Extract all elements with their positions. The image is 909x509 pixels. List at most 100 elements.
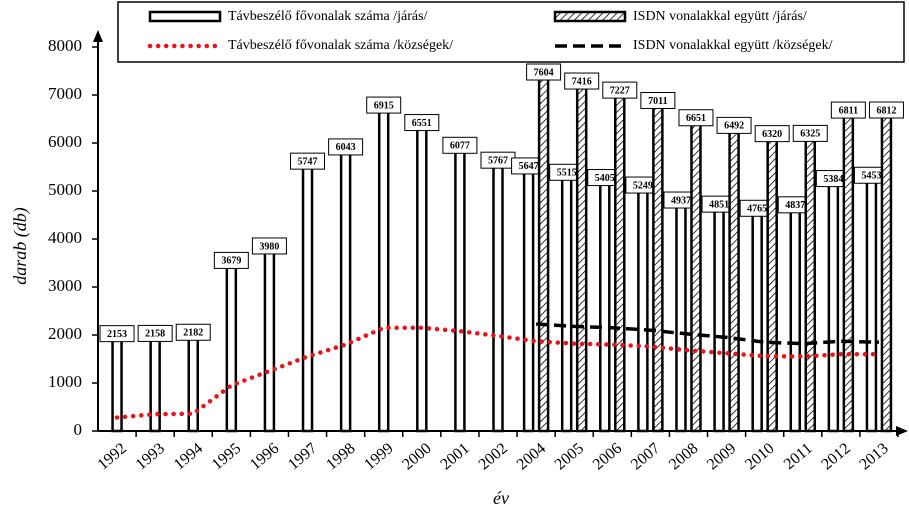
data-label: 5384 [823,174,843,185]
label-box [716,116,752,134]
label-box [404,114,440,132]
label-box [290,152,326,170]
line-series [114,325,882,420]
x-tick-label: 1997 [285,440,320,474]
bar [789,197,802,433]
bar [301,153,314,433]
x-tick-label: 2008 [666,440,701,474]
label-box [137,324,173,342]
y-tick-label: 8000 [48,36,82,55]
data-label: 6915 [374,100,394,111]
label-box [251,237,287,255]
legend-swatch [148,10,222,23]
x-tick-label: 2007 [628,440,663,474]
data-label: 7227 [610,85,630,96]
bar [713,196,725,433]
legend-label: Távbeszélő fővonalak száma /községek/ [228,38,453,53]
bar [675,192,687,433]
data-label: 7416 [572,76,592,87]
data-label: 7604 [534,67,554,78]
data-label: 3980 [259,241,279,252]
x-tick-label: 2013 [856,440,891,474]
bar [225,253,238,433]
label-box [366,96,402,114]
data-label: 2182 [183,328,203,339]
bar [575,73,588,433]
x-tick-label: 1995 [209,440,244,474]
data-label: 6320 [762,129,782,140]
data-label: 5515 [557,168,577,179]
data-label: 4837 [785,200,805,211]
y-tick-label: 1000 [48,372,82,391]
data-label: 6811 [839,105,858,116]
label-box [830,101,866,119]
bar [614,82,626,433]
label-box [99,325,135,343]
x-tick-label: 1994 [171,440,206,474]
y-axis-arrow [93,30,103,42]
data-label: 6077 [450,141,470,152]
bar [766,126,778,433]
bar [637,177,649,433]
y-tick-label: 2000 [48,324,82,343]
x-tick-label: 2009 [704,440,739,474]
data-label: 4851 [709,199,729,210]
label-box [754,125,790,143]
x-tick-label: 2002 [475,440,510,474]
label-box [678,109,714,127]
line-series [535,322,879,346]
legend-label: Távbeszélő fővonalak száma /járás/ [228,9,428,24]
bar [865,168,878,433]
x-tick-label: 1999 [361,440,396,474]
label-box [792,124,828,142]
x-tick-label: 1993 [133,440,168,474]
bar [263,238,276,433]
bar [599,170,611,433]
y-tick-label: 4000 [48,228,82,247]
legend-box [117,1,905,63]
y-tick-label: 5000 [48,180,82,199]
label-box [868,101,904,119]
data-label: 6492 [724,121,744,132]
x-tick-label: 2004 [514,440,549,474]
data-label: 2153 [107,329,127,340]
data-label: 4937 [671,195,691,206]
data-label: 6651 [686,113,706,124]
x-tick-label: 2010 [742,440,777,474]
x-tick-label: 2000 [399,440,434,474]
legend-swatch [553,10,627,23]
x-tick-label: 1996 [247,440,282,474]
label-box [442,136,478,154]
x-tick-label: 1998 [323,440,358,474]
bar [751,201,763,433]
x-tick-label: 2006 [590,440,625,474]
bar [804,126,817,433]
bar [842,102,855,433]
data-label: 6325 [800,129,820,140]
x-axis-label: év [493,488,509,508]
y-tick-label: 3000 [48,276,82,295]
bar [728,118,740,433]
data-label: 3679 [221,256,241,267]
y-tick-label: 6000 [48,132,82,151]
bar [652,93,664,433]
data-label: 5767 [488,155,508,166]
bar [454,138,466,433]
label-box [602,81,638,99]
bar [492,152,504,433]
bar [416,115,428,433]
label-box [175,323,211,341]
data-label: 6043 [336,142,356,153]
label-box [640,91,676,109]
data-label: 4765 [747,204,767,215]
y-tick-label: 7000 [48,84,82,103]
data-label: 5647 [519,161,539,172]
x-axis-arrow [896,426,908,436]
data-label: 7011 [648,96,667,107]
bar [560,165,573,433]
data-label: 5405 [595,173,615,184]
data-label: 2158 [145,329,165,340]
bar [377,97,390,433]
